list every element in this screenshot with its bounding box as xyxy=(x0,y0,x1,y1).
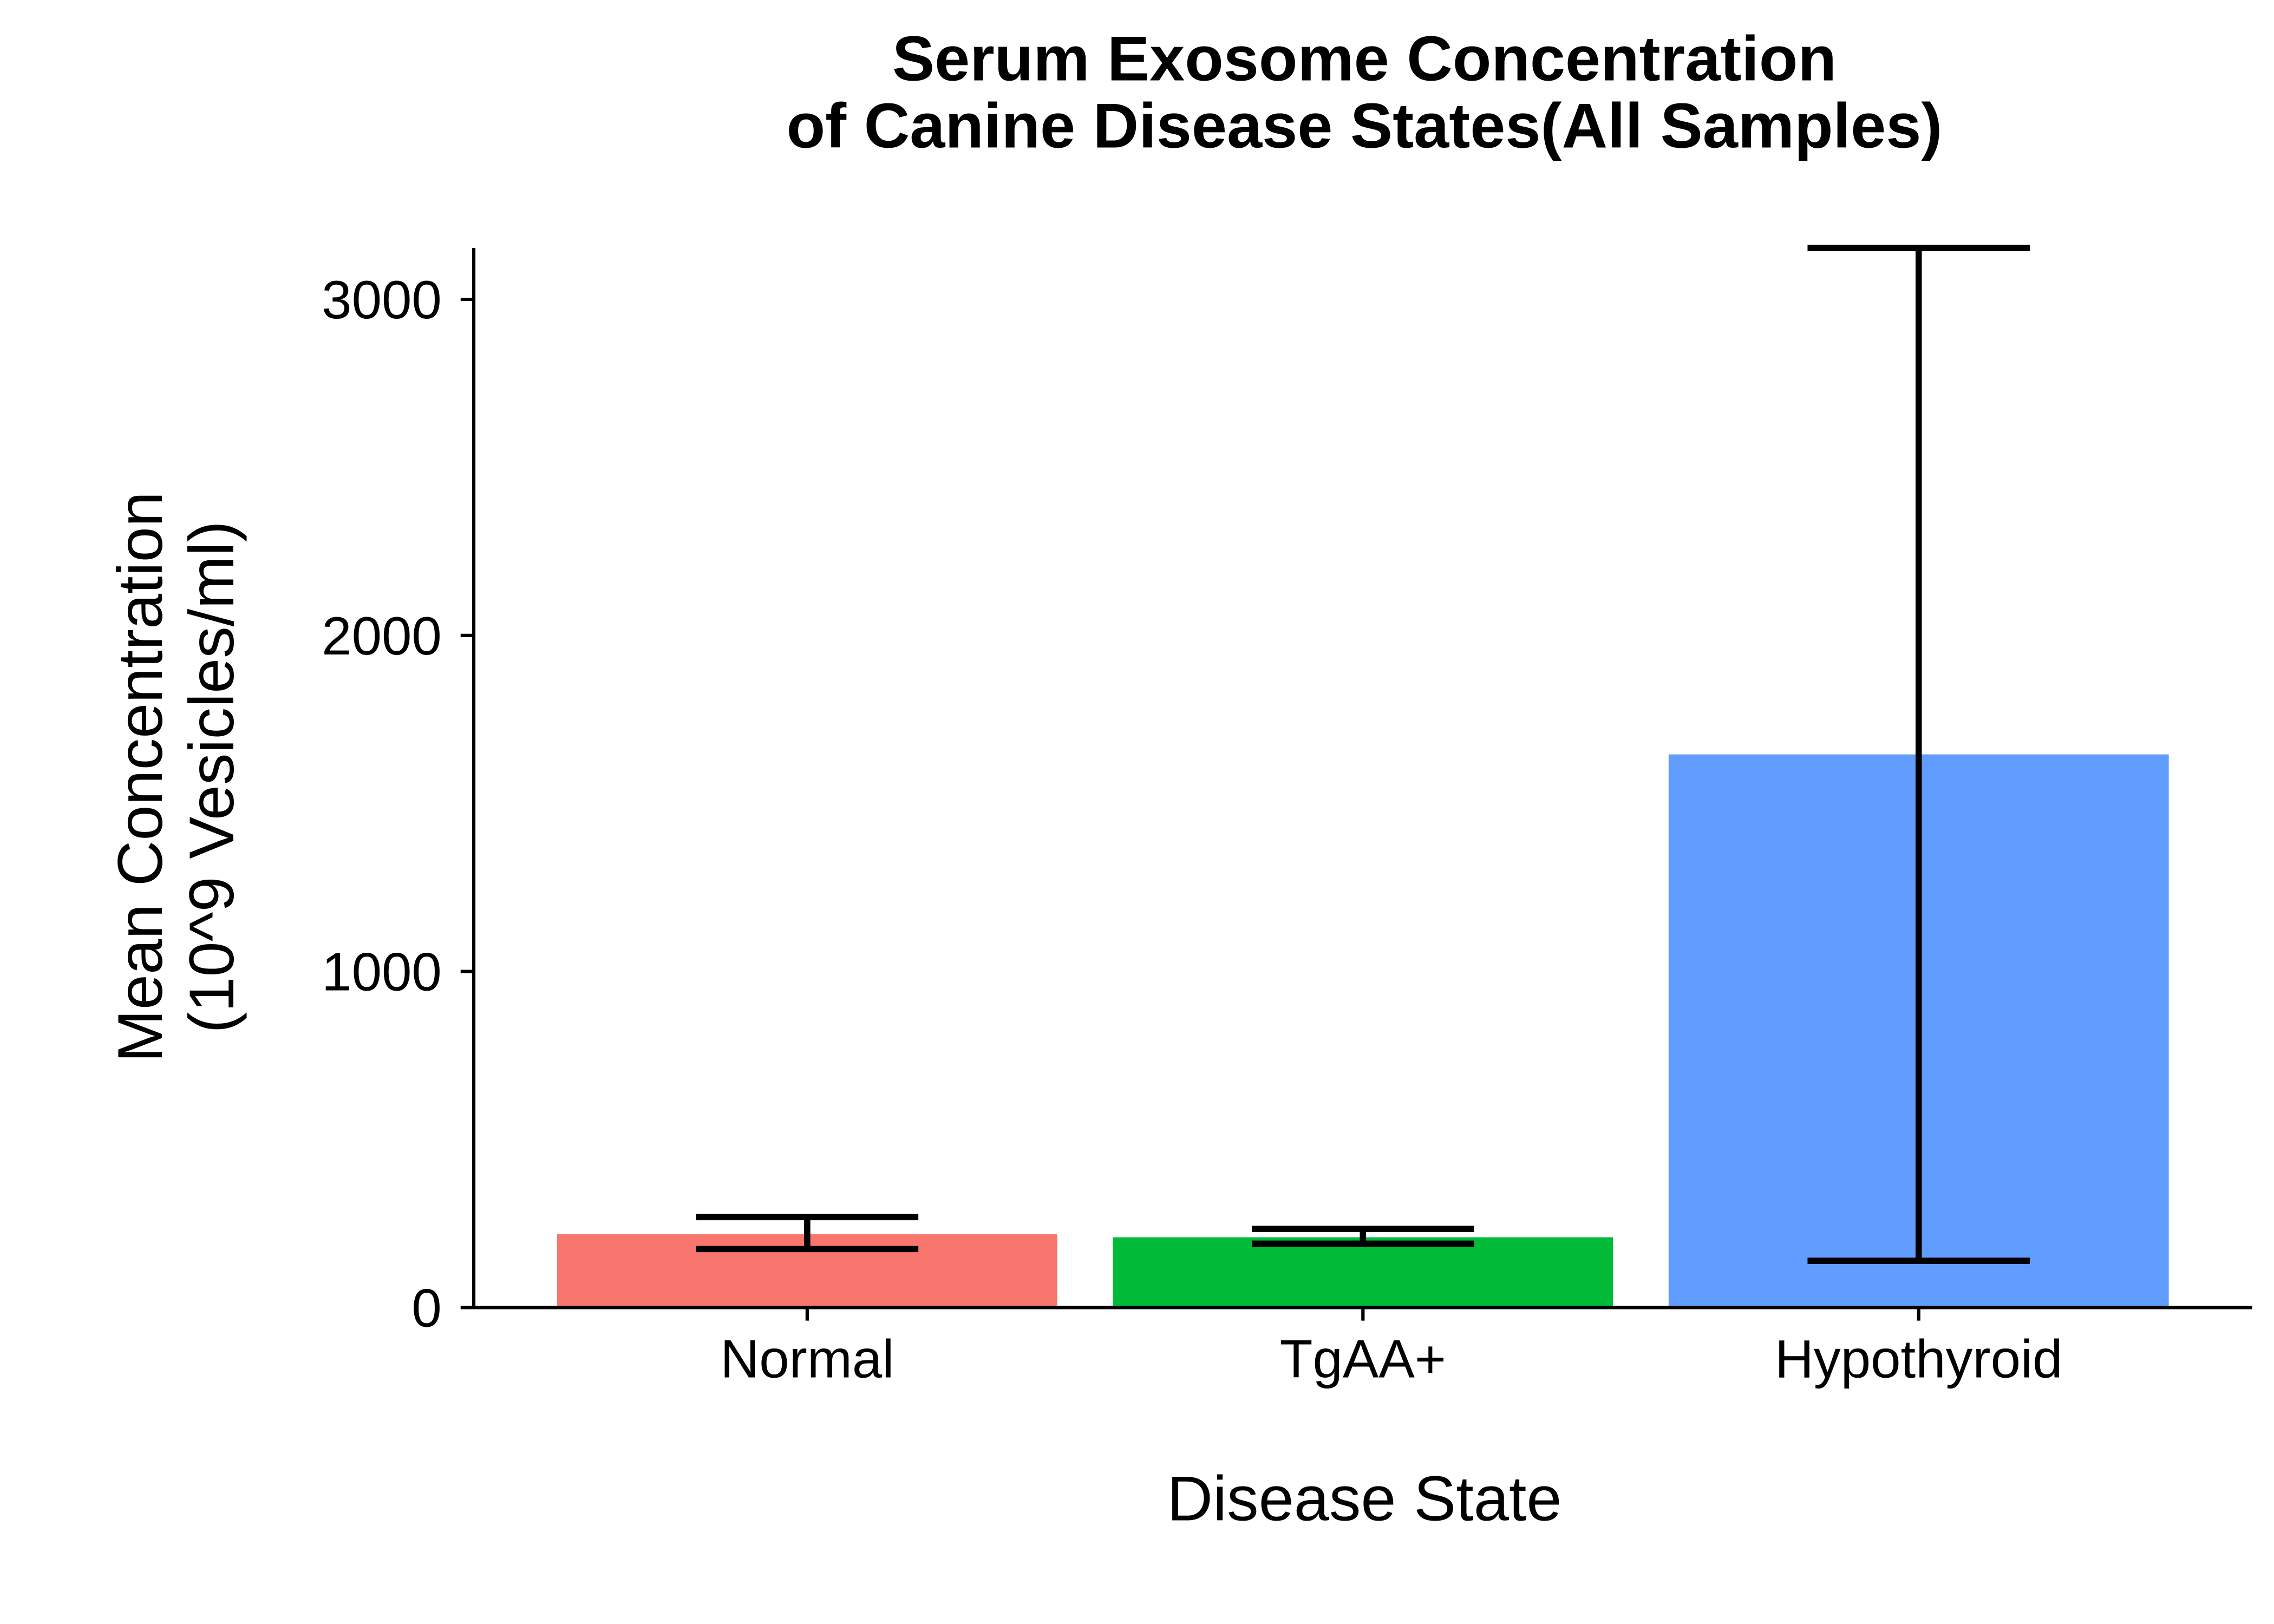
y-tick-label-1000: 1000 xyxy=(322,942,442,1003)
y-axis-title-line-1: Mean Concentration xyxy=(104,492,175,1063)
x-axis-ticks: Normal TgAA+ Hypothyroid xyxy=(720,1307,2063,1390)
y-axis-title-line-2: (10^9 Vesicles/ml) xyxy=(176,521,247,1033)
chart-title-line-2: of Canine Disease States(All Samples) xyxy=(787,90,1943,161)
y-tick-label-0: 0 xyxy=(411,1278,441,1338)
y-tick-label-2000: 2000 xyxy=(322,606,442,666)
error-bar-hypothyroid xyxy=(1807,245,2030,1264)
x-tick-label-hypothyroid: Hypothyroid xyxy=(1775,1330,2063,1390)
chart-title-line-1: Serum Exosome Concentration xyxy=(892,23,1837,94)
x-tick-label-tgaa: TgAA+ xyxy=(1280,1330,1446,1390)
x-tick-label-normal: Normal xyxy=(720,1330,894,1390)
x-axis-title: Disease State xyxy=(1167,1463,1561,1534)
error-bar-normal xyxy=(696,1214,919,1253)
chart-title: Serum Exosome Concentration of Canine Di… xyxy=(787,23,1943,161)
error-bars xyxy=(696,245,2030,1264)
y-axis-ticks: 0 1000 2000 3000 xyxy=(322,270,474,1338)
error-bar-tgaa xyxy=(1252,1226,1474,1247)
y-tick-label-3000: 3000 xyxy=(322,270,442,330)
bar-tgaa xyxy=(1113,1237,1613,1308)
